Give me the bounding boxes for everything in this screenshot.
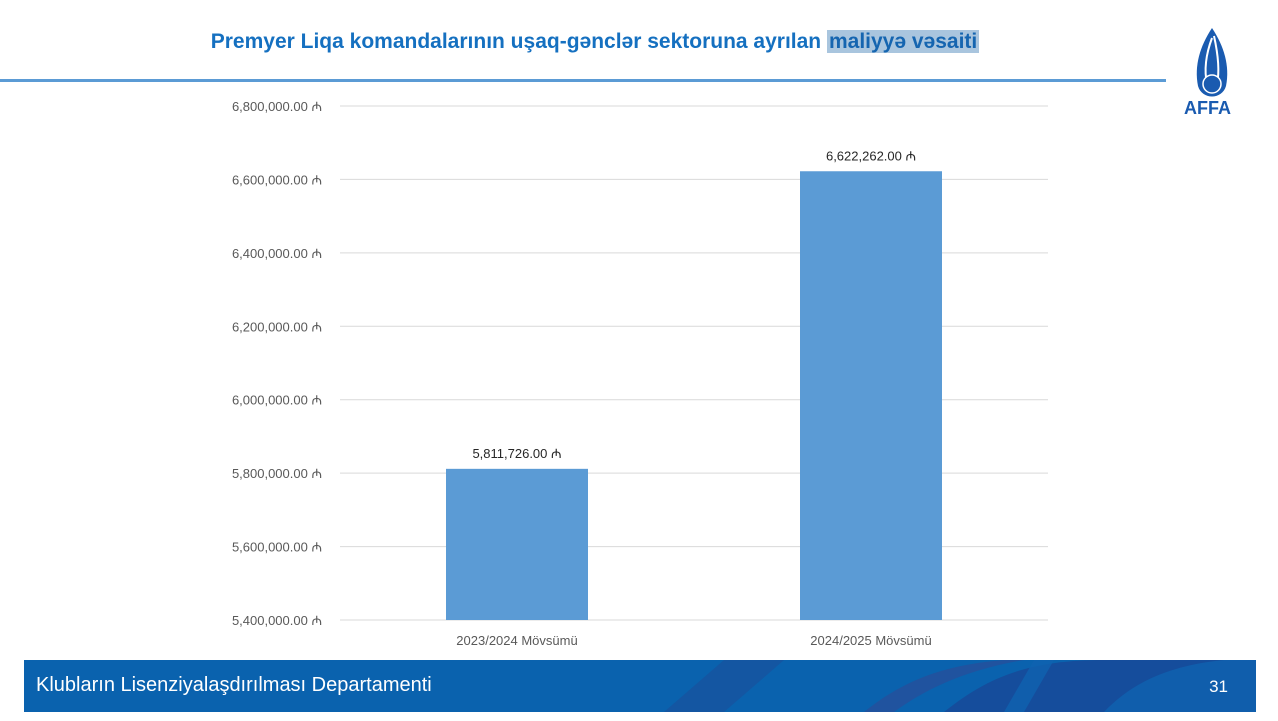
- y-tick-label: 5,600,000.00 ₼: [232, 540, 322, 555]
- bar: [800, 171, 942, 620]
- footer-wave-decoration: [664, 660, 1256, 712]
- x-tick-label: 2023/2024 Mövsümü: [456, 633, 577, 648]
- data-label: 5,811,726.00 ₼: [472, 446, 561, 461]
- bar-chart: 5,400,000.00 ₼ 5,600,000.00 ₼ 5,800,000.00…: [232, 99, 1048, 648]
- y-tick-label: 6,200,000.00 ₼: [232, 319, 322, 334]
- slide-title: Premyer Liqa komandalarının uşaq-gənclər…: [0, 30, 1190, 54]
- page-number: 31: [1209, 677, 1228, 696]
- x-tick-label: 2024/2025 Mövsümü: [810, 633, 931, 648]
- y-tick-label: 5,400,000.00 ₼: [232, 613, 322, 628]
- footer-bar: Klubların Lisenziyalaşdırılması Departam…: [24, 660, 1256, 712]
- y-tick-label: 5,800,000.00 ₼: [232, 466, 322, 481]
- bar: [446, 468, 588, 620]
- title-divider: [0, 79, 1166, 82]
- y-tick-label: 6,800,000.00 ₼: [232, 99, 322, 114]
- data-label: 6,622,262.00 ₼: [826, 148, 916, 163]
- y-tick-label: 6,400,000.00 ₼: [232, 246, 322, 261]
- logo-text: AFFA: [1184, 98, 1231, 118]
- title-text: Premyer Liqa komandalarının uşaq-gənclər…: [210, 30, 827, 53]
- department-name: Klubların Lisenziyalaşdırılması Departam…: [36, 674, 432, 696]
- y-tick-label: 6,600,000.00 ₼: [232, 172, 322, 187]
- affa-logo-icon: [1196, 28, 1228, 97]
- title-highlight: maliyyə vəsaiti: [826, 30, 980, 53]
- y-tick-label: 6,000,000.00 ₼: [232, 393, 322, 408]
